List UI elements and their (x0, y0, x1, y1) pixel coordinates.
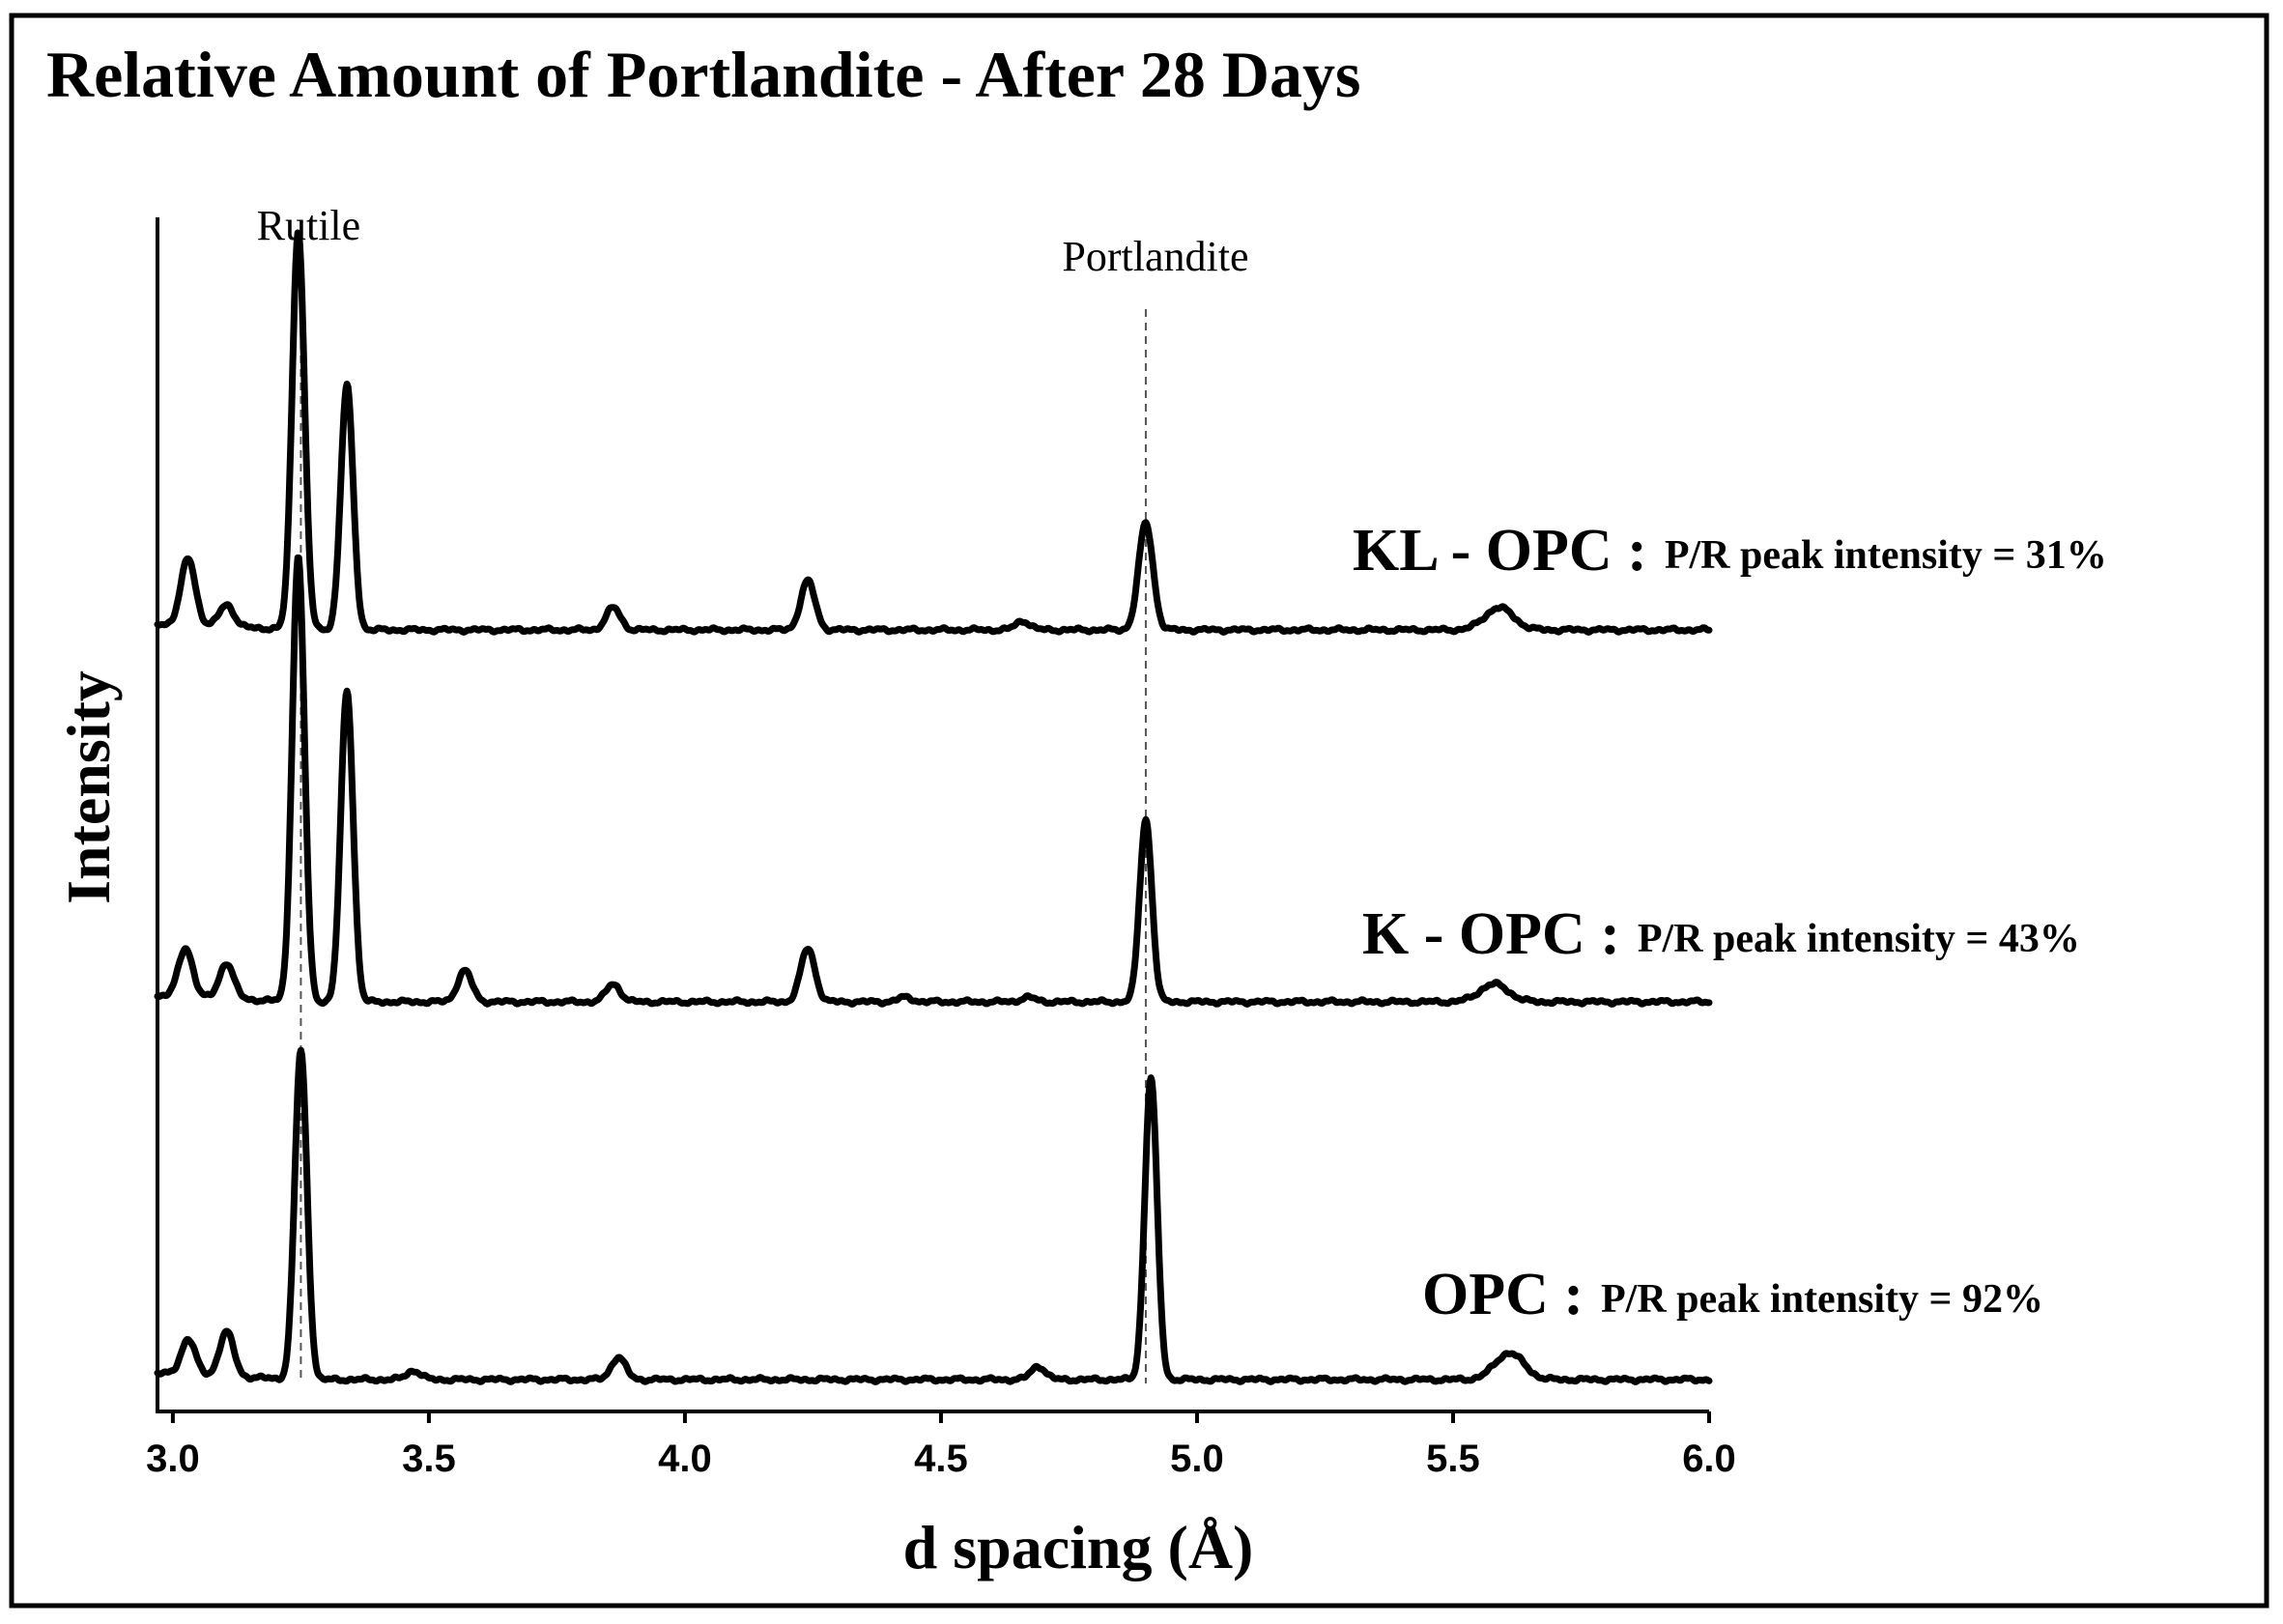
reference-label-portlandite: Portlandite (1062, 233, 1248, 280)
series-annotation-2: P/R peak intensity = 43% (1638, 917, 2080, 961)
x-tick-label-3.0: 3.0 (146, 1438, 200, 1480)
x-tick-label-6.0: 6.0 (1682, 1438, 1736, 1480)
reference-label-rutile: Rutile (257, 202, 361, 249)
series-trace-3 (154, 1046, 1713, 1385)
series-traces (154, 229, 1713, 1385)
chart-title: Relative Amount of Portlandite - After 2… (46, 38, 1360, 111)
series-name-2: K - OPC : (1362, 901, 1620, 967)
x-tick-label-4.5: 4.5 (914, 1438, 968, 1480)
x-axis-title: d spacing (Å) (903, 1513, 1254, 1581)
series-annotation-1: P/R peak intensity = 31% (1665, 533, 2107, 578)
series-trace-2 (154, 554, 1713, 1008)
x-tick-label-3.5: 3.5 (402, 1438, 456, 1480)
y-axis-title: Intensity (54, 670, 123, 904)
series-labels: KL - OPC : P/R peak intensity = 31% K - OP… (1353, 518, 2107, 1327)
x-axis-ticks: 3.0 3.5 4.0 4.5 5.0 5.5 6.0 (146, 1411, 1736, 1480)
series-name-3: OPC : (1422, 1262, 1584, 1327)
series-name-1: KL - OPC : (1353, 518, 1647, 584)
x-tick-label-5.5: 5.5 (1426, 1438, 1480, 1480)
x-tick-label-4.0: 4.0 (658, 1438, 712, 1480)
series-trace-1 (154, 229, 1713, 636)
x-tick-label-5.0: 5.0 (1170, 1438, 1224, 1480)
series-annotation-3: P/R peak intensity = 92% (1601, 1277, 2043, 1322)
